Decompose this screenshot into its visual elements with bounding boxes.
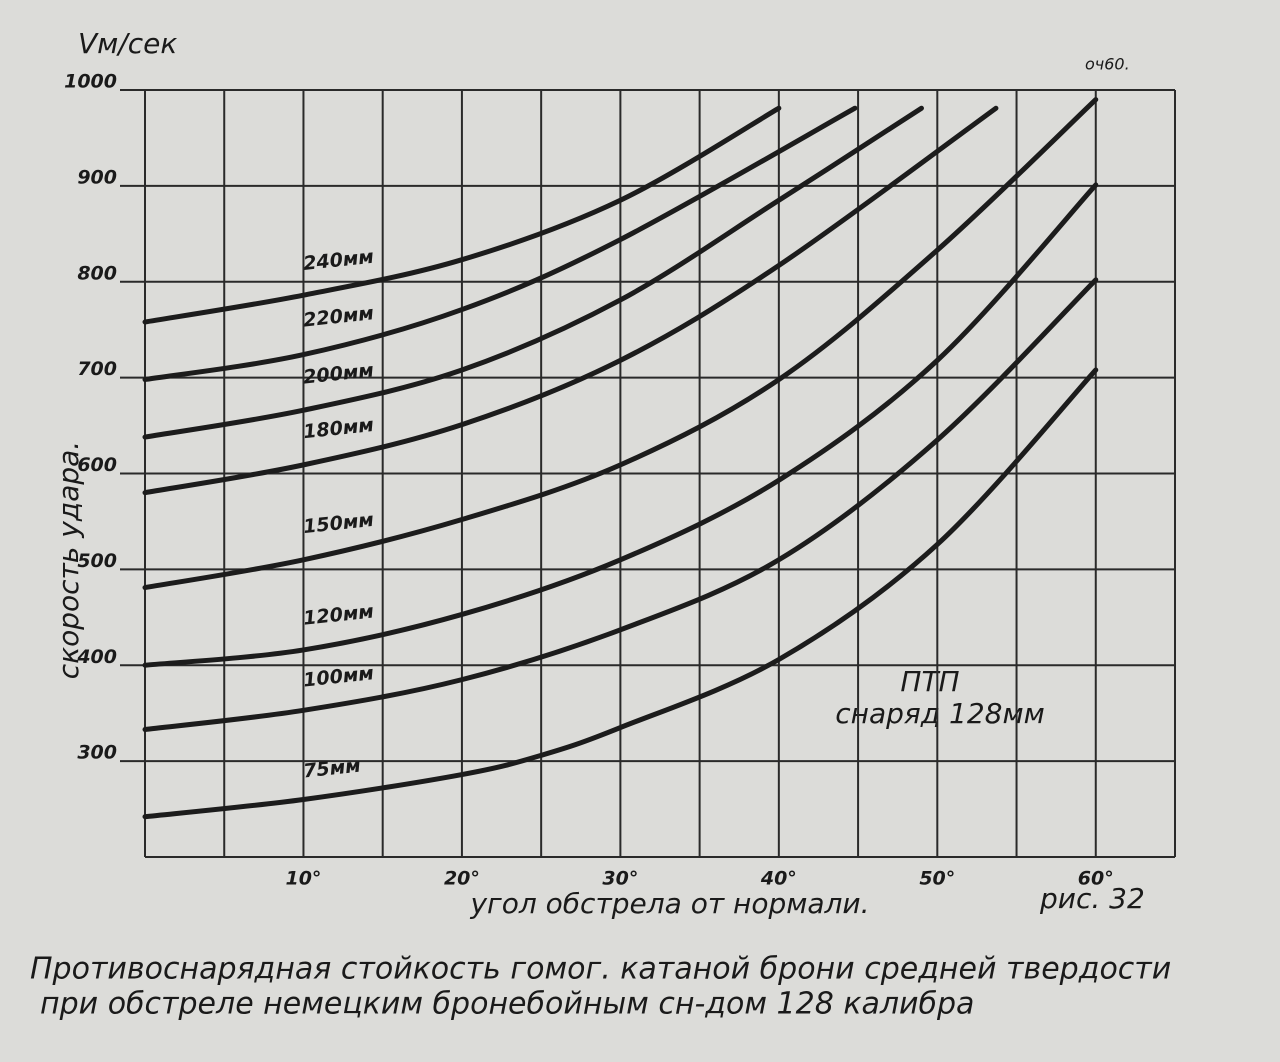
curve: [142, 105, 782, 325]
x-tick-label: 20°: [444, 868, 480, 890]
curve: [142, 105, 999, 496]
corner-note: оч60.: [1085, 55, 1130, 74]
x-axis-title: угол обстрела от нормали.: [469, 887, 869, 920]
x-tick-label: 40°: [760, 868, 797, 890]
x-tick-label: 50°: [919, 868, 955, 890]
x-tick-label: 30°: [602, 868, 638, 890]
y-tick-label: 900: [77, 166, 117, 188]
y-tick-label: 500: [77, 550, 117, 572]
curve: [142, 105, 924, 440]
y-tick-label: 400: [76, 646, 117, 668]
y-tick-label: 300: [77, 742, 117, 764]
curve: [142, 277, 1099, 732]
x-tick-label: 60°: [1078, 868, 1114, 890]
y-tick-label: 1000: [64, 71, 117, 93]
caption: Противоснарядная стойкость гомог. катано…: [30, 952, 1171, 987]
y-axis-title: скорость удара.: [52, 441, 85, 679]
x-tick-label: 10°: [285, 868, 321, 890]
y-tick-label: 700: [77, 358, 117, 380]
curve: [142, 105, 858, 383]
annotation: ПТП: [900, 665, 959, 698]
figure-label: рис. 32: [1039, 882, 1145, 915]
y-tick-label: 800: [77, 262, 117, 284]
y-axis-label: Vм/сек: [78, 27, 177, 60]
curve: [142, 367, 1099, 820]
caption: при обстреле немецким бронебойным сн-дом…: [40, 987, 974, 1022]
y-tick-label: 600: [77, 454, 117, 476]
curve: [142, 182, 1099, 668]
curve: [142, 97, 1099, 591]
annotation: снаряд 128мм: [835, 697, 1044, 730]
